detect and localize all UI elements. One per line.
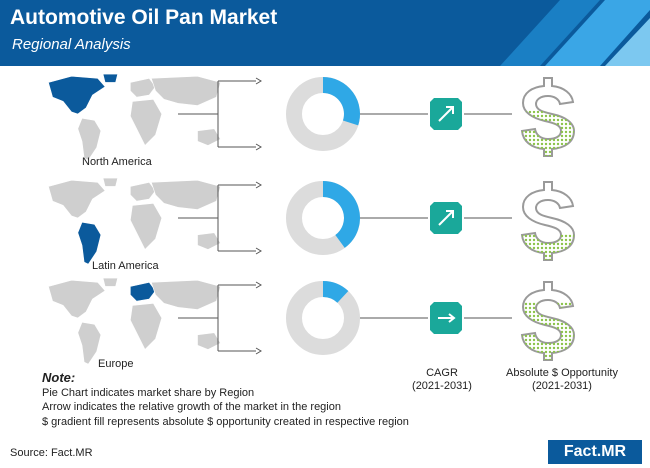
map-region-eu-latin-america <box>129 181 156 202</box>
region-label-europe: Europe <box>98 358 134 370</box>
map-region-as-north-america <box>150 75 221 106</box>
dollar-fill-north-america <box>522 110 574 156</box>
map-region-gr-europe <box>102 277 119 287</box>
bracket-arrow-top-north-america <box>255 77 262 85</box>
donut-slice-europe <box>322 281 349 304</box>
map-region-af-latin-america <box>129 202 163 251</box>
opportunity-title: Absolute $ Opportunity <box>506 367 618 379</box>
bracket-arrow-top-europe <box>255 281 262 289</box>
source-text: Source: Fact.MR <box>10 447 93 459</box>
opportunity-label: Absolute $ Opportunity (2021-2031) <box>492 367 632 393</box>
region-label-latin-america: Latin America <box>92 260 159 272</box>
map-region-af-europe <box>129 302 163 351</box>
regional-diagram <box>48 73 576 365</box>
bracket-arrow-bottom-north-america <box>255 143 262 151</box>
map-region-na-europe <box>48 279 106 319</box>
note-line-3: $ gradient fill represents absolute $ op… <box>42 415 409 428</box>
world-map-europe <box>48 277 222 365</box>
map-region-na-north-america <box>48 75 106 115</box>
map-region-as-europe <box>150 279 221 310</box>
map-region-sa-latin-america <box>77 221 102 265</box>
header-banner: Automotive Oil Pan Market Regional Analy… <box>0 0 650 66</box>
growth-arrow-icon-latin-america <box>438 210 454 226</box>
note-line-2: Arrow indicates the relative growth of t… <box>42 401 341 413</box>
map-region-au-latin-america <box>197 232 222 250</box>
note-line-1: Pie Chart indicates market share by Regi… <box>42 386 255 399</box>
note-box: Note: Pie Chart indicates market share b… <box>42 370 409 429</box>
bracket-arrow-bottom-europe <box>255 347 262 355</box>
map-region-af-north-america <box>129 98 163 147</box>
cagr-label: CAGR (2021-2031) <box>402 367 482 393</box>
note-title: Note: <box>42 370 76 385</box>
donut-slice-north-america <box>322 77 360 126</box>
cagr-title: CAGR <box>426 367 458 379</box>
bracket-arrow-top-latin-america <box>255 181 262 189</box>
region-label-north-america: North America <box>82 156 152 168</box>
donut-ring-europe <box>286 281 360 355</box>
map-region-sa-europe <box>77 321 102 365</box>
growth-arrow-icon-north-america <box>438 106 454 122</box>
header-stripes <box>500 0 650 66</box>
dollar-fill-europe <box>522 302 574 360</box>
map-region-au-europe <box>197 332 222 350</box>
page-subtitle: Regional Analysis <box>12 36 131 53</box>
map-region-as-latin-america <box>150 179 221 210</box>
map-region-au-north-america <box>197 128 222 146</box>
world-map-north-america <box>48 73 222 161</box>
map-region-eu-europe <box>129 281 156 302</box>
page-title: Automotive Oil Pan Market <box>10 6 278 29</box>
cagr-period: (2021-2031) <box>412 380 472 392</box>
bracket-arrow-bottom-latin-america <box>255 247 262 255</box>
dollar-fill-latin-america <box>522 234 574 260</box>
map-region-eu-north-america <box>129 77 156 98</box>
map-region-gr-latin-america <box>102 177 119 187</box>
donut-slice-latin-america <box>322 181 360 248</box>
growth-arrow-icon-europe <box>438 313 456 323</box>
opportunity-period: (2021-2031) <box>532 380 592 392</box>
map-region-gr-north-america <box>102 73 119 83</box>
map-region-sa-north-america <box>77 117 102 161</box>
factmr-logo: Fact.MR <box>548 440 642 464</box>
world-map-latin-america <box>48 177 222 265</box>
map-region-na-latin-america <box>48 179 106 219</box>
